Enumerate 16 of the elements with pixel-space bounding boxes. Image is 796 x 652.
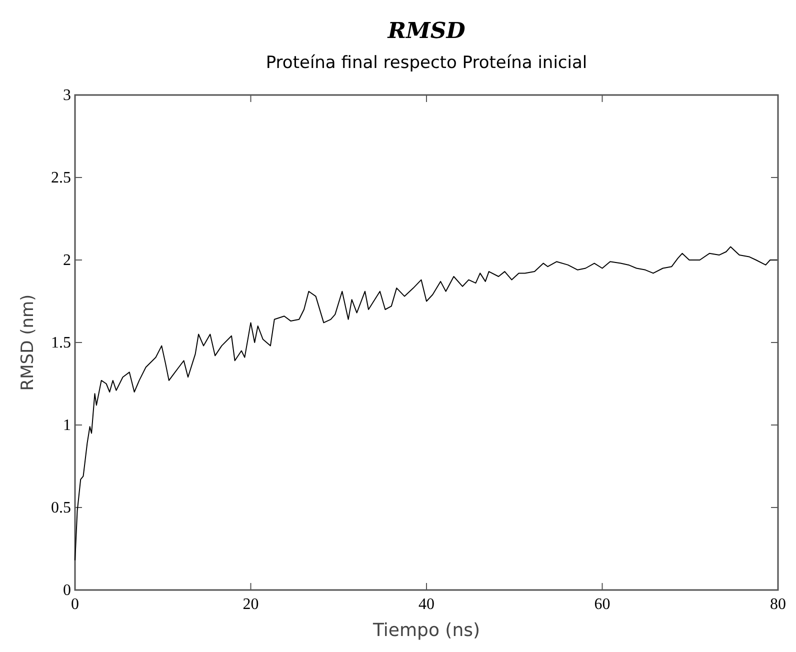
y-tick-label: 1 — [63, 417, 71, 434]
y-tick-label: 0.5 — [51, 500, 71, 516]
y-tick-label: 2 — [63, 252, 71, 269]
x-axis-title: Tiempo (ns) — [372, 620, 480, 641]
y-axis-title: RMSD (nm) — [18, 294, 38, 391]
y-tick-label: 2.5 — [51, 170, 71, 186]
y-tick-label: 3 — [63, 87, 71, 104]
chart-title: RMSD — [386, 18, 466, 44]
x-tick-label: 60 — [594, 596, 610, 613]
chart-subtitle: Proteína final respecto Proteína inicial — [266, 53, 588, 73]
x-tick-label: 20 — [242, 596, 259, 613]
x-tick-label: 40 — [418, 596, 434, 613]
line-series — [74, 246, 778, 561]
y-tick-label: 1.5 — [51, 334, 71, 352]
x-tick-label: 80 — [770, 596, 786, 613]
y-tick-label: 0 — [63, 582, 71, 599]
